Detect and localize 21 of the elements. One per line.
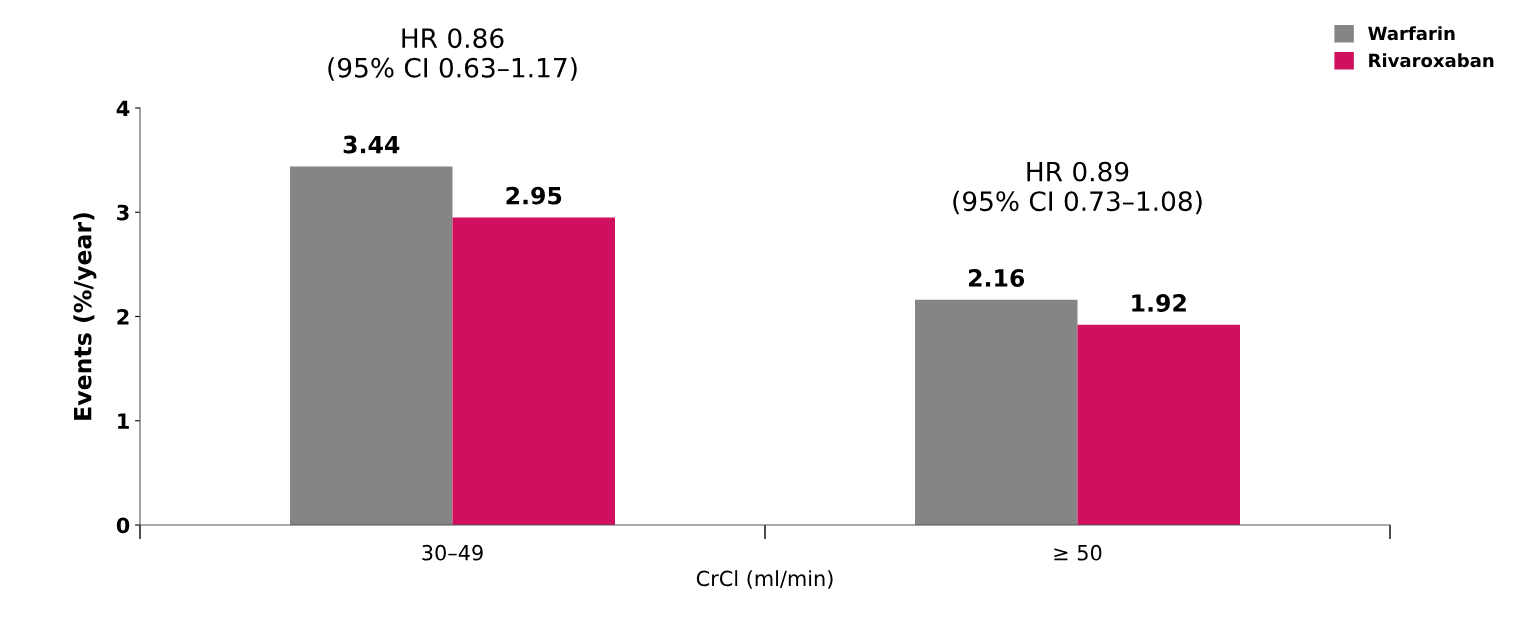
legend-label: Rivaroxaban	[1369, 53, 1494, 68]
bar	[915, 299, 1078, 525]
legend-label: Warfarin	[1368, 26, 1455, 41]
y-tick-label: 0	[116, 517, 130, 534]
annotation: HR 0.89 (95% CI 0.73–1.08)	[953, 161, 1202, 215]
bar	[452, 217, 615, 525]
y-tick-label: 3	[117, 204, 129, 221]
x-tick-label: ≥ 50	[1054, 544, 1102, 561]
y-axis-title: Events (%/year)	[73, 213, 97, 420]
y-tick-label: 4	[116, 100, 130, 116]
data-label: 2.16	[968, 269, 1025, 287]
text: HR 0.86 (95% CI 0.63–1.17)	[328, 28, 577, 81]
bar	[1077, 324, 1240, 525]
data-label: 3.44	[343, 135, 400, 154]
data-label: 2.95	[506, 186, 562, 205]
y-tick-label: 1	[118, 413, 129, 429]
x-axis-title: CrCl (ml/min)	[696, 570, 833, 589]
bar	[290, 166, 453, 525]
x-tick-label: 30–49	[422, 544, 483, 561]
data-label: 1.92	[1132, 294, 1186, 312]
y-tick-label: 2	[117, 308, 129, 325]
